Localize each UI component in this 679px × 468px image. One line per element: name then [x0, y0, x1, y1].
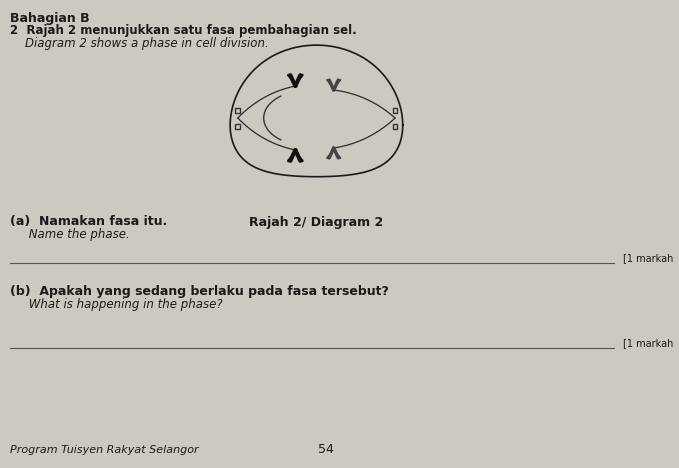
- Text: Program Tuisyen Rakyat Selangor: Program Tuisyen Rakyat Selangor: [10, 445, 198, 455]
- Text: Diagram 2 shows a phase in cell division.: Diagram 2 shows a phase in cell division…: [10, 37, 268, 50]
- Text: What is happening in the phase?: What is happening in the phase?: [10, 298, 222, 311]
- Text: 2  Rajah 2 menunjukkan satu fasa pembahagian sel.: 2 Rajah 2 menunjukkan satu fasa pembahag…: [10, 24, 356, 37]
- Text: Name the phase.: Name the phase.: [10, 228, 129, 241]
- Bar: [392, 108, 397, 112]
- Text: (a)  Namakan fasa itu.: (a) Namakan fasa itu.: [10, 215, 167, 228]
- Bar: [392, 124, 397, 129]
- Text: 54: 54: [318, 443, 334, 456]
- Text: Rajah 2/ Diagram 2: Rajah 2/ Diagram 2: [249, 216, 384, 229]
- Text: (b)  Apakah yang sedang berlaku pada fasa tersebut?: (b) Apakah yang sedang berlaku pada fasa…: [10, 285, 388, 298]
- Text: [1 markah: [1 markah: [623, 253, 674, 263]
- Bar: [236, 108, 240, 112]
- Bar: [236, 124, 240, 129]
- Text: [1 markah: [1 markah: [623, 338, 674, 348]
- Text: Bahagian B: Bahagian B: [10, 12, 89, 25]
